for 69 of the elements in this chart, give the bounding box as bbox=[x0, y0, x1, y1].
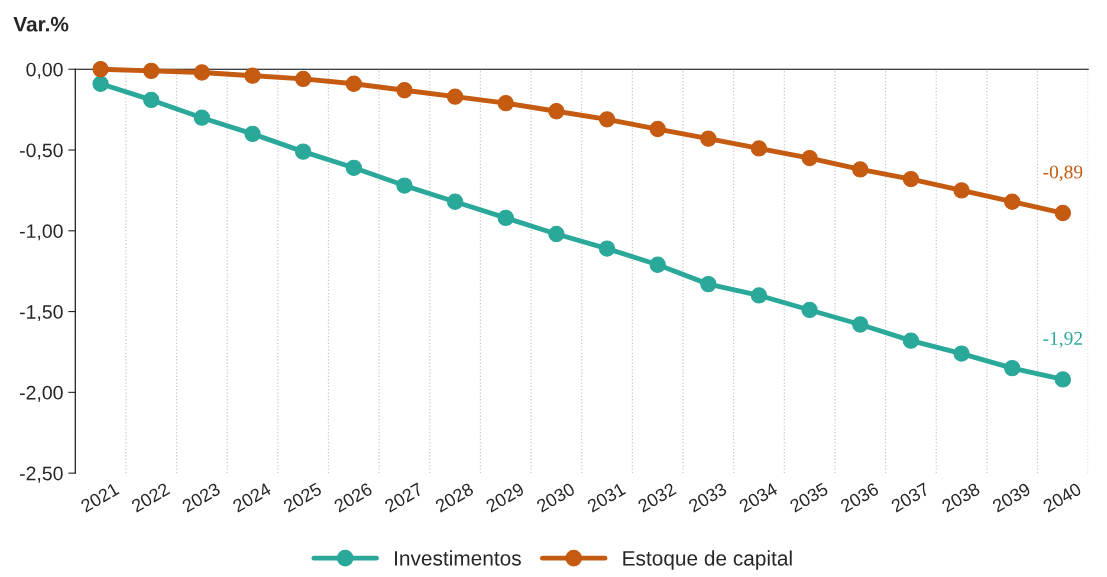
x-tick-label: 2029 bbox=[485, 482, 525, 513]
point bbox=[852, 161, 869, 178]
point bbox=[700, 130, 717, 147]
x-tick-label: 2035 bbox=[789, 482, 829, 513]
x-tick-label: 2021 bbox=[80, 482, 120, 513]
point bbox=[801, 149, 818, 167]
x-tick-label: 2036 bbox=[839, 482, 880, 513]
y-tick-label: -2,00 bbox=[20, 385, 63, 402]
point bbox=[193, 109, 211, 126]
point bbox=[902, 170, 920, 188]
y-tick-label: -2,50 bbox=[20, 466, 63, 483]
y-tick-label: -0,50 bbox=[20, 143, 63, 160]
point bbox=[902, 332, 920, 349]
point bbox=[953, 182, 970, 199]
x-tick-label: 2040 bbox=[1042, 482, 1083, 513]
x-tick-label: 2025 bbox=[282, 482, 323, 513]
point bbox=[1054, 204, 1072, 222]
y-tick-label: -1,50 bbox=[20, 305, 63, 322]
point bbox=[598, 240, 616, 257]
point bbox=[345, 75, 362, 92]
point bbox=[598, 111, 616, 128]
x-tick-label: 2024 bbox=[231, 482, 272, 513]
point bbox=[295, 143, 312, 160]
point bbox=[700, 275, 717, 293]
point bbox=[548, 103, 565, 120]
point bbox=[953, 345, 970, 362]
y-tick-label: -1,00 bbox=[20, 224, 63, 241]
y-axis-title: Var.% bbox=[13, 16, 69, 32]
point bbox=[649, 256, 666, 273]
x-tick-label: 2038 bbox=[940, 482, 981, 513]
point bbox=[92, 75, 109, 92]
legend-label: Estoque de capital bbox=[623, 550, 792, 570]
point bbox=[1004, 359, 1021, 377]
x-tick-label: 2030 bbox=[535, 482, 576, 513]
point bbox=[396, 82, 413, 99]
point bbox=[548, 225, 565, 243]
point bbox=[143, 91, 160, 109]
point bbox=[446, 193, 464, 210]
data-label: -1,92 bbox=[1043, 331, 1083, 348]
point bbox=[801, 301, 818, 319]
point bbox=[396, 177, 413, 194]
x-tick-label: 2039 bbox=[991, 482, 1032, 513]
x-tick-label: 2026 bbox=[333, 482, 373, 513]
point bbox=[497, 95, 514, 112]
point bbox=[446, 88, 464, 105]
x-tick-label: 2034 bbox=[738, 482, 779, 513]
point bbox=[750, 140, 768, 157]
data-label: -0,89 bbox=[1043, 165, 1083, 182]
point bbox=[345, 159, 362, 176]
legend-label: Investimentos bbox=[395, 550, 521, 566]
point bbox=[244, 125, 261, 143]
point bbox=[143, 62, 160, 80]
x-tick-label: 2023 bbox=[181, 482, 222, 513]
point bbox=[750, 287, 768, 304]
x-tick-label: 2028 bbox=[434, 482, 475, 513]
point bbox=[497, 209, 514, 227]
x-tick-label: 2031 bbox=[586, 482, 627, 513]
point bbox=[649, 120, 666, 138]
y-tick-label: 0,00 bbox=[26, 62, 63, 79]
x-tick-label: 2032 bbox=[637, 482, 677, 513]
point bbox=[295, 70, 312, 88]
point bbox=[852, 316, 869, 333]
point bbox=[244, 67, 261, 84]
x-tick-label: 2033 bbox=[687, 482, 728, 513]
point bbox=[193, 64, 211, 81]
point bbox=[1004, 193, 1021, 210]
point bbox=[1054, 371, 1072, 388]
x-tick-label: 2022 bbox=[130, 482, 171, 513]
point bbox=[92, 61, 109, 78]
